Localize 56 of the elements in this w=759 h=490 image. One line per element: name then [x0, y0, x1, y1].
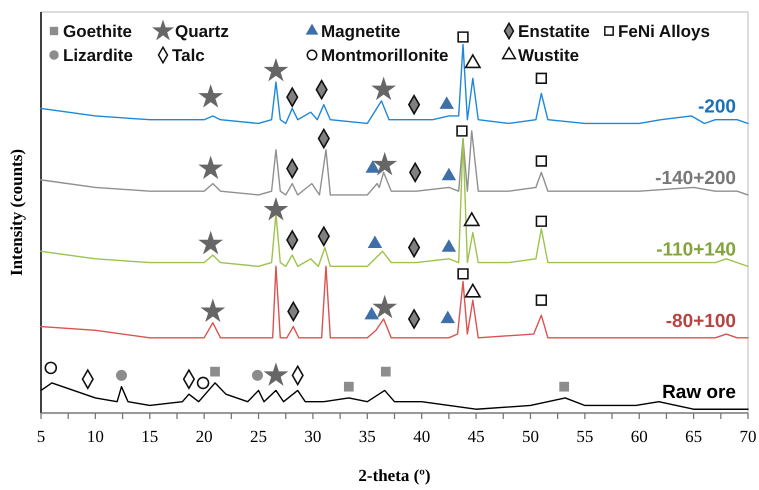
series-label: -110+140: [656, 239, 736, 260]
point: [371, 76, 396, 100]
legend-label: Lizardite: [63, 46, 133, 65]
legend-label: Enstatite: [518, 22, 590, 41]
y-axis-title: Intensity (counts): [7, 148, 26, 276]
x-tick-label: 50: [522, 427, 539, 446]
point: [44, 362, 58, 374]
point: [464, 54, 481, 68]
point: [456, 125, 468, 137]
point: [252, 370, 263, 381]
series-label: -140+200: [655, 168, 736, 189]
point: [457, 268, 469, 280]
point: [457, 31, 469, 43]
legend-label: Magnetite: [321, 22, 400, 41]
point: [196, 376, 210, 390]
point: [116, 370, 127, 381]
x-tick-label: 25: [250, 427, 268, 446]
x-tick-label: 5: [36, 427, 46, 446]
point: [536, 294, 548, 306]
series-label: Raw ore: [662, 382, 736, 404]
point: [536, 72, 548, 84]
x-tick-label: 15: [141, 427, 158, 446]
point: [210, 366, 220, 377]
x-tick-label: 10: [86, 427, 104, 446]
point: [264, 196, 288, 220]
point: [198, 156, 224, 180]
x-tick-label: 55: [576, 427, 594, 446]
point: [536, 155, 548, 167]
x-tick-label: 65: [685, 427, 702, 446]
series-label: -80+100: [666, 310, 736, 332]
point: [198, 230, 224, 254]
point: [264, 362, 288, 386]
point: [200, 298, 226, 322]
point: [380, 366, 391, 377]
point: [344, 382, 354, 392]
point: [264, 58, 288, 82]
x-tick-label: 35: [358, 427, 376, 446]
x-tick-label: 20: [196, 427, 213, 446]
point: [559, 382, 570, 392]
legend-label: Talc: [172, 46, 205, 65]
legend-label: FeNi Alloys: [618, 22, 710, 41]
point: [536, 216, 548, 227]
legend-label: Wustite: [518, 46, 580, 65]
legend-label: Quartz: [175, 22, 229, 41]
series-label: -200: [698, 96, 736, 118]
x-tick-label: 60: [630, 427, 648, 446]
x-tick-label: 40: [413, 427, 430, 446]
x-tick-label: 30: [304, 427, 322, 446]
point: [198, 84, 224, 108]
point: [372, 294, 398, 318]
x-tick-label: 70: [740, 427, 756, 446]
legend-label: Goethite: [63, 22, 132, 41]
point: [372, 152, 398, 176]
x-axis-title: 2-theta (º): [358, 466, 431, 485]
x-tick-label: 45: [468, 427, 485, 446]
legend-label: Montmorillonite: [321, 46, 448, 65]
